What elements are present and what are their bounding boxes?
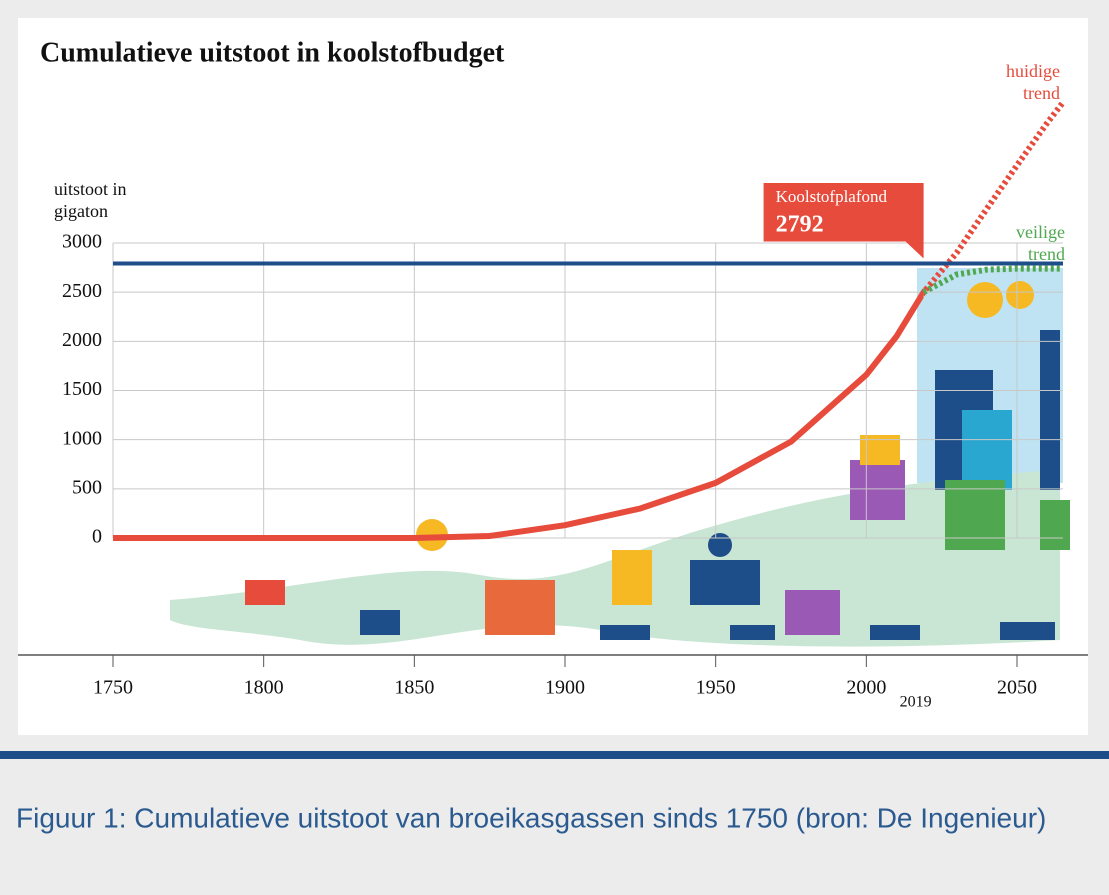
y-tick-label: 2500 bbox=[62, 280, 102, 302]
x-tick-label: 1950 bbox=[696, 677, 736, 699]
y-tick-label: 1500 bbox=[62, 378, 102, 400]
y-tick-label: 2000 bbox=[62, 329, 102, 351]
x-tick-label: 1750 bbox=[93, 677, 133, 699]
divider bbox=[0, 751, 1109, 759]
y-tick-label: 0 bbox=[92, 526, 102, 548]
y-axis-title: uitstoot in gigaton bbox=[54, 179, 127, 221]
x-tick-label: 2000 bbox=[846, 677, 886, 699]
chart-title: Cumulatieve uitstoot in koolstofbudget bbox=[40, 37, 505, 68]
callout-box bbox=[763, 183, 924, 259]
legend-label: huidige trend bbox=[1006, 61, 1060, 103]
x-tick-label: 1800 bbox=[244, 677, 284, 699]
y-tick-label: 500 bbox=[72, 476, 102, 498]
callout-label: Koolstofplafond bbox=[776, 187, 888, 206]
trend-line-projected bbox=[923, 101, 1065, 298]
highlight-year: 2019 bbox=[900, 694, 932, 711]
x-tick-label: 2050 bbox=[997, 677, 1037, 699]
trend-line bbox=[113, 287, 924, 541]
legend-label: veilige trend bbox=[1016, 222, 1065, 264]
trend-line-projected bbox=[923, 265, 1063, 295]
y-tick-label: 1000 bbox=[62, 427, 102, 449]
callout-value: 2792 bbox=[776, 212, 824, 238]
y-tick-label: 3000 bbox=[62, 231, 102, 253]
x-tick-label: 1900 bbox=[545, 677, 585, 699]
x-tick-label: 1850 bbox=[394, 677, 434, 699]
caption: Figuur 1: Cumulatieve uitstoot van broei… bbox=[16, 802, 1046, 833]
